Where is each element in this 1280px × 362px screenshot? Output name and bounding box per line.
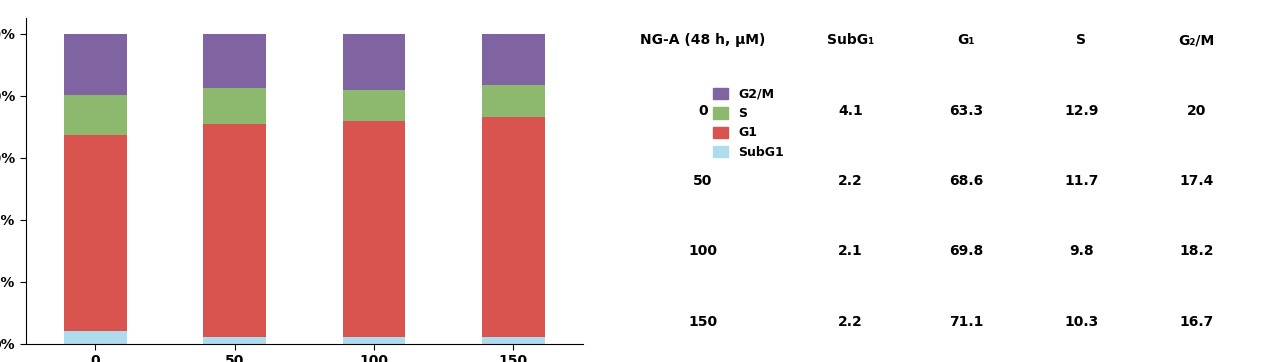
Bar <box>343 337 406 344</box>
Bar <box>483 117 545 337</box>
Legend: G2/M, S, G1, SubG1: G2/M, S, G1, SubG1 <box>708 83 788 164</box>
Bar <box>64 34 127 96</box>
Bar <box>343 34 406 90</box>
Bar <box>64 135 127 331</box>
Bar <box>204 34 266 88</box>
Bar <box>483 34 545 85</box>
Bar <box>204 337 266 344</box>
Bar <box>204 124 266 337</box>
Bar <box>483 337 545 344</box>
Bar <box>64 96 127 135</box>
Bar <box>64 331 127 344</box>
Bar <box>343 121 406 337</box>
Bar <box>343 90 406 121</box>
Bar <box>204 88 266 124</box>
Bar <box>483 85 545 117</box>
